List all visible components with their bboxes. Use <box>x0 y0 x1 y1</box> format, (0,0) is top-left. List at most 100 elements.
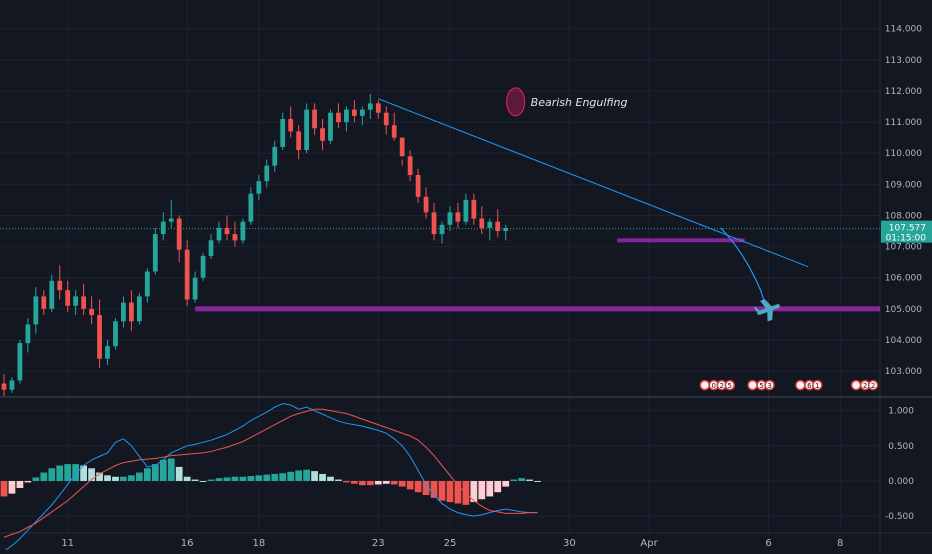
histogram-bar[interactable] <box>88 468 95 481</box>
candle-body[interactable] <box>152 234 158 272</box>
histogram-bar[interactable] <box>502 480 510 487</box>
candle-body[interactable] <box>232 234 238 241</box>
candle-body[interactable] <box>359 109 365 116</box>
candle-body[interactable] <box>455 212 461 222</box>
candle-body[interactable] <box>208 240 214 256</box>
candle-body[interactable] <box>9 380 15 390</box>
candle-body[interactable] <box>336 112 341 123</box>
histogram-bar[interactable] <box>454 480 462 504</box>
signal-line[interactable] <box>3 408 538 538</box>
histogram-bar[interactable] <box>398 480 406 487</box>
candle-body[interactable] <box>248 193 254 222</box>
candle-body[interactable] <box>97 315 102 359</box>
histogram-bar[interactable] <box>430 480 438 498</box>
histogram-bar[interactable] <box>104 475 111 481</box>
candle-body[interactable] <box>1 383 7 390</box>
histogram-bar[interactable] <box>438 480 446 501</box>
candle-body[interactable] <box>447 212 453 225</box>
candle-body[interactable] <box>312 109 317 129</box>
candle-body[interactable] <box>479 218 485 228</box>
histogram-bar[interactable] <box>366 480 374 486</box>
histogram-bar[interactable] <box>135 472 143 481</box>
candle-body[interactable] <box>121 302 126 322</box>
histogram-bar[interactable] <box>311 471 318 481</box>
candle-body[interactable] <box>105 346 110 359</box>
histogram-bar[interactable] <box>231 476 239 481</box>
histogram-bar[interactable] <box>255 475 263 481</box>
event-count-badge[interactable] <box>812 379 823 391</box>
candle-body[interactable] <box>264 165 270 182</box>
histogram-bar[interactable] <box>319 473 326 481</box>
candle-body[interactable] <box>503 227 509 232</box>
candle-body[interactable] <box>320 128 325 141</box>
candle-body[interactable] <box>328 112 333 141</box>
histogram-bar[interactable] <box>518 478 526 481</box>
support-line-long[interactable] <box>195 306 880 312</box>
candle-body[interactable] <box>184 249 190 300</box>
airplane-icon[interactable] <box>753 295 784 324</box>
event-count-badge[interactable] <box>724 379 736 391</box>
histogram-bar[interactable] <box>159 459 167 481</box>
histogram-bar[interactable] <box>183 476 191 481</box>
candle-body[interactable] <box>168 218 174 222</box>
histogram-bar[interactable] <box>128 475 135 481</box>
candle-body[interactable] <box>200 255 206 278</box>
histogram-bar[interactable] <box>446 480 454 503</box>
event-count-badge[interactable] <box>764 379 775 391</box>
histogram-bar[interactable] <box>175 466 183 481</box>
candle-body[interactable] <box>17 343 23 381</box>
histogram-bar[interactable] <box>80 465 88 481</box>
histogram-bar[interactable] <box>191 479 199 481</box>
candle-body[interactable] <box>272 146 278 166</box>
candle-body[interactable] <box>399 137 405 157</box>
candle-body[interactable] <box>391 125 397 138</box>
candle-body[interactable] <box>33 296 39 325</box>
histogram-bar[interactable] <box>143 468 151 481</box>
candle-body[interactable] <box>304 109 309 151</box>
pattern-label[interactable]: Bearish Engulfing <box>531 96 628 109</box>
histogram-bar[interactable] <box>96 472 103 481</box>
histogram-bar[interactable] <box>215 478 223 481</box>
histogram-bar[interactable] <box>494 480 502 493</box>
macd-line[interactable] <box>3 403 538 552</box>
histogram-bar[interactable] <box>303 469 310 481</box>
histogram-bar[interactable] <box>16 480 24 488</box>
support-line-short[interactable] <box>617 238 745 243</box>
histogram-bar[interactable] <box>422 480 430 496</box>
candle-body[interactable] <box>160 221 166 235</box>
candle-body[interactable] <box>113 321 118 347</box>
histogram-bar[interactable] <box>327 476 334 481</box>
histogram-bar[interactable] <box>279 473 287 481</box>
histogram-bar[interactable] <box>510 479 518 481</box>
candle-body[interactable] <box>240 221 246 241</box>
histogram-bar[interactable] <box>358 480 366 486</box>
histogram-bar[interactable] <box>207 479 215 481</box>
histogram-bar[interactable] <box>295 470 303 481</box>
histogram-bar[interactable] <box>199 480 207 482</box>
candle-body[interactable] <box>495 221 501 232</box>
candle-body[interactable] <box>383 112 389 126</box>
current-price-tag[interactable] <box>881 220 932 243</box>
candle-body[interactable] <box>439 224 445 235</box>
histogram-bar[interactable] <box>478 480 486 500</box>
candle-body[interactable] <box>176 218 182 250</box>
histogram-bar[interactable] <box>263 474 271 481</box>
histogram-bar[interactable] <box>390 480 398 485</box>
histogram-bar[interactable] <box>271 473 279 481</box>
histogram-bar[interactable] <box>374 480 382 485</box>
candle-body[interactable] <box>25 324 31 344</box>
candle-body[interactable] <box>431 212 437 235</box>
candle-body[interactable] <box>65 290 71 306</box>
candle-body[interactable] <box>296 131 302 151</box>
candle-body[interactable] <box>423 196 429 213</box>
histogram-bar[interactable] <box>112 476 119 481</box>
histogram-bar[interactable] <box>470 480 478 503</box>
candle-body[interactable] <box>49 280 55 309</box>
histogram-bar[interactable] <box>343 480 350 483</box>
candle-body[interactable] <box>73 296 79 306</box>
candle-body[interactable] <box>471 199 477 219</box>
candle-body[interactable] <box>224 227 230 235</box>
